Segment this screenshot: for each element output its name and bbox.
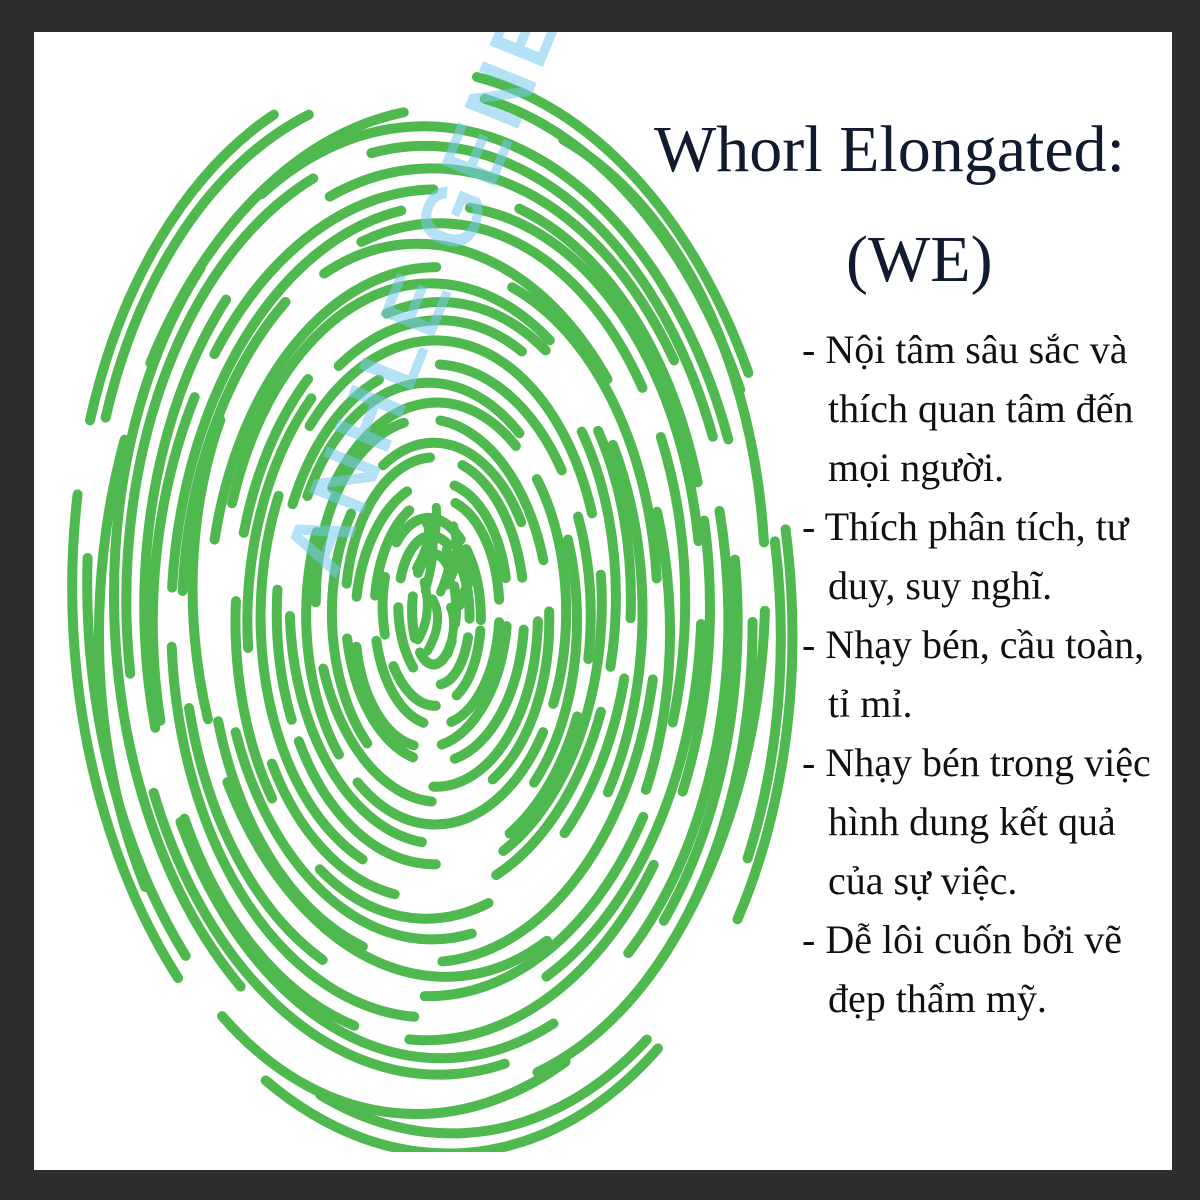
- trait-item: - Nhạy bén trong việc hình dung kết quả …: [802, 740, 1151, 903]
- trait-list: - Nội tâm sâu sắc và thích quan tâm đến …: [802, 320, 1172, 1028]
- fingerprint-ridge: [301, 397, 572, 830]
- fingerprint-ridge: [139, 163, 734, 1064]
- fingerprint-ridge: [271, 359, 596, 870]
- fingerprint-ridge: [93, 102, 771, 1120]
- fingerprint-ridge: [187, 238, 676, 982]
- fingerprint-core-fragment: [436, 545, 454, 597]
- card: ANHLE GENES Whorl Elongated: (WE) - Nội …: [34, 32, 1172, 1170]
- fingerprint-ridge: [230, 296, 636, 924]
- fingerprint-ridge: [242, 315, 621, 903]
- fingerprint-core-fragment: [422, 502, 442, 567]
- fingerprint-ridge: [215, 278, 648, 945]
- trait-item: - Dễ lôi cuốn bởi vẽ đẹp thẩm mỹ.: [802, 917, 1122, 1021]
- fingerprint-ridge: [377, 512, 486, 711]
- fingerprint-ridge: [121, 140, 743, 1080]
- fingerprint-core-fragment: [422, 594, 443, 656]
- fingerprint-icon: [54, 52, 814, 1152]
- page-title: Whorl Elongated:: [654, 113, 1126, 186]
- fingerprint-ridge: [147, 184, 715, 1046]
- fingerprint-ridge: [67, 64, 798, 1152]
- fingerprint-ridge: [176, 218, 691, 1002]
- trait-item: - Thích phân tích, tư duy, suy nghĩ.: [802, 504, 1129, 608]
- trait-item: - Nhạy bén, cầu toàn, tỉ mỉ.: [802, 622, 1145, 726]
- fingerprint-ridge: [82, 83, 786, 1139]
- page-subtitle: (WE): [846, 223, 993, 296]
- trait-item: - Nội tâm sâu sắc và thích quan tâm đến …: [802, 327, 1134, 490]
- fingerprint-ridge: [326, 437, 543, 792]
- fingerprint-ridge: [284, 377, 583, 849]
- fingerprint-ridge: [255, 335, 607, 885]
- fingerprint-core-fragment: [412, 518, 434, 573]
- fingerprint-core-fragment: [443, 602, 459, 659]
- fingerprint-core-fragment: [454, 543, 474, 611]
- fingerprint-ridge: [340, 452, 530, 768]
- fingerprint-ridge: [203, 262, 663, 968]
- fingerprint-ridge: [108, 121, 758, 1099]
